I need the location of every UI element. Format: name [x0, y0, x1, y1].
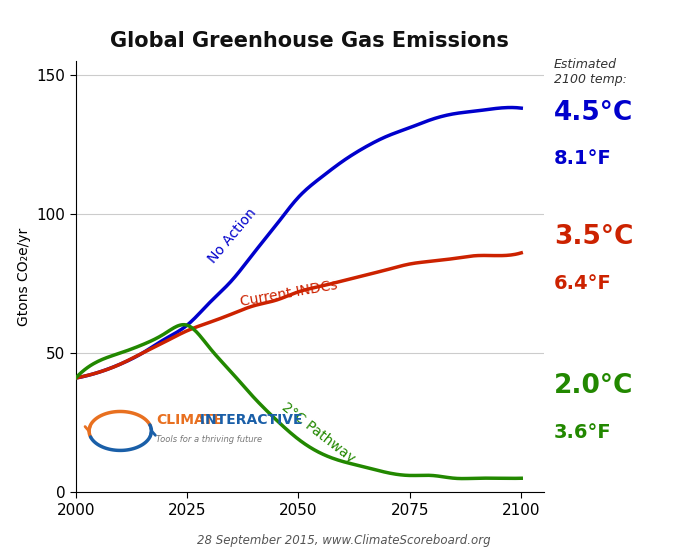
Text: 3.6°F: 3.6°F [554, 423, 612, 442]
Text: 28 September 2015, www.ClimateScoreboard.org: 28 September 2015, www.ClimateScoreboard… [197, 534, 491, 547]
Text: Estimated
2100 temp:: Estimated 2100 temp: [554, 58, 627, 86]
Text: Tools for a thriving future: Tools for a thriving future [156, 435, 262, 444]
Text: 8.1°F: 8.1°F [554, 149, 612, 168]
Text: 2°C Pathway: 2°C Pathway [279, 400, 357, 466]
Text: No Action: No Action [206, 206, 259, 266]
Y-axis label: Gtons CO₂e/yr: Gtons CO₂e/yr [17, 227, 31, 326]
Text: 6.4°F: 6.4°F [554, 274, 612, 293]
Text: INTERACTIVE: INTERACTIVE [156, 413, 303, 427]
Text: Current INDCs: Current INDCs [239, 278, 338, 309]
Text: 3.5°C: 3.5°C [554, 224, 633, 250]
Text: 2.0°C: 2.0°C [554, 373, 633, 399]
Text: CLIMATE: CLIMATE [156, 413, 223, 427]
Text: 4.5°C: 4.5°C [554, 100, 633, 126]
Title: Global Greenhouse Gas Emissions: Global Greenhouse Gas Emissions [110, 31, 509, 51]
